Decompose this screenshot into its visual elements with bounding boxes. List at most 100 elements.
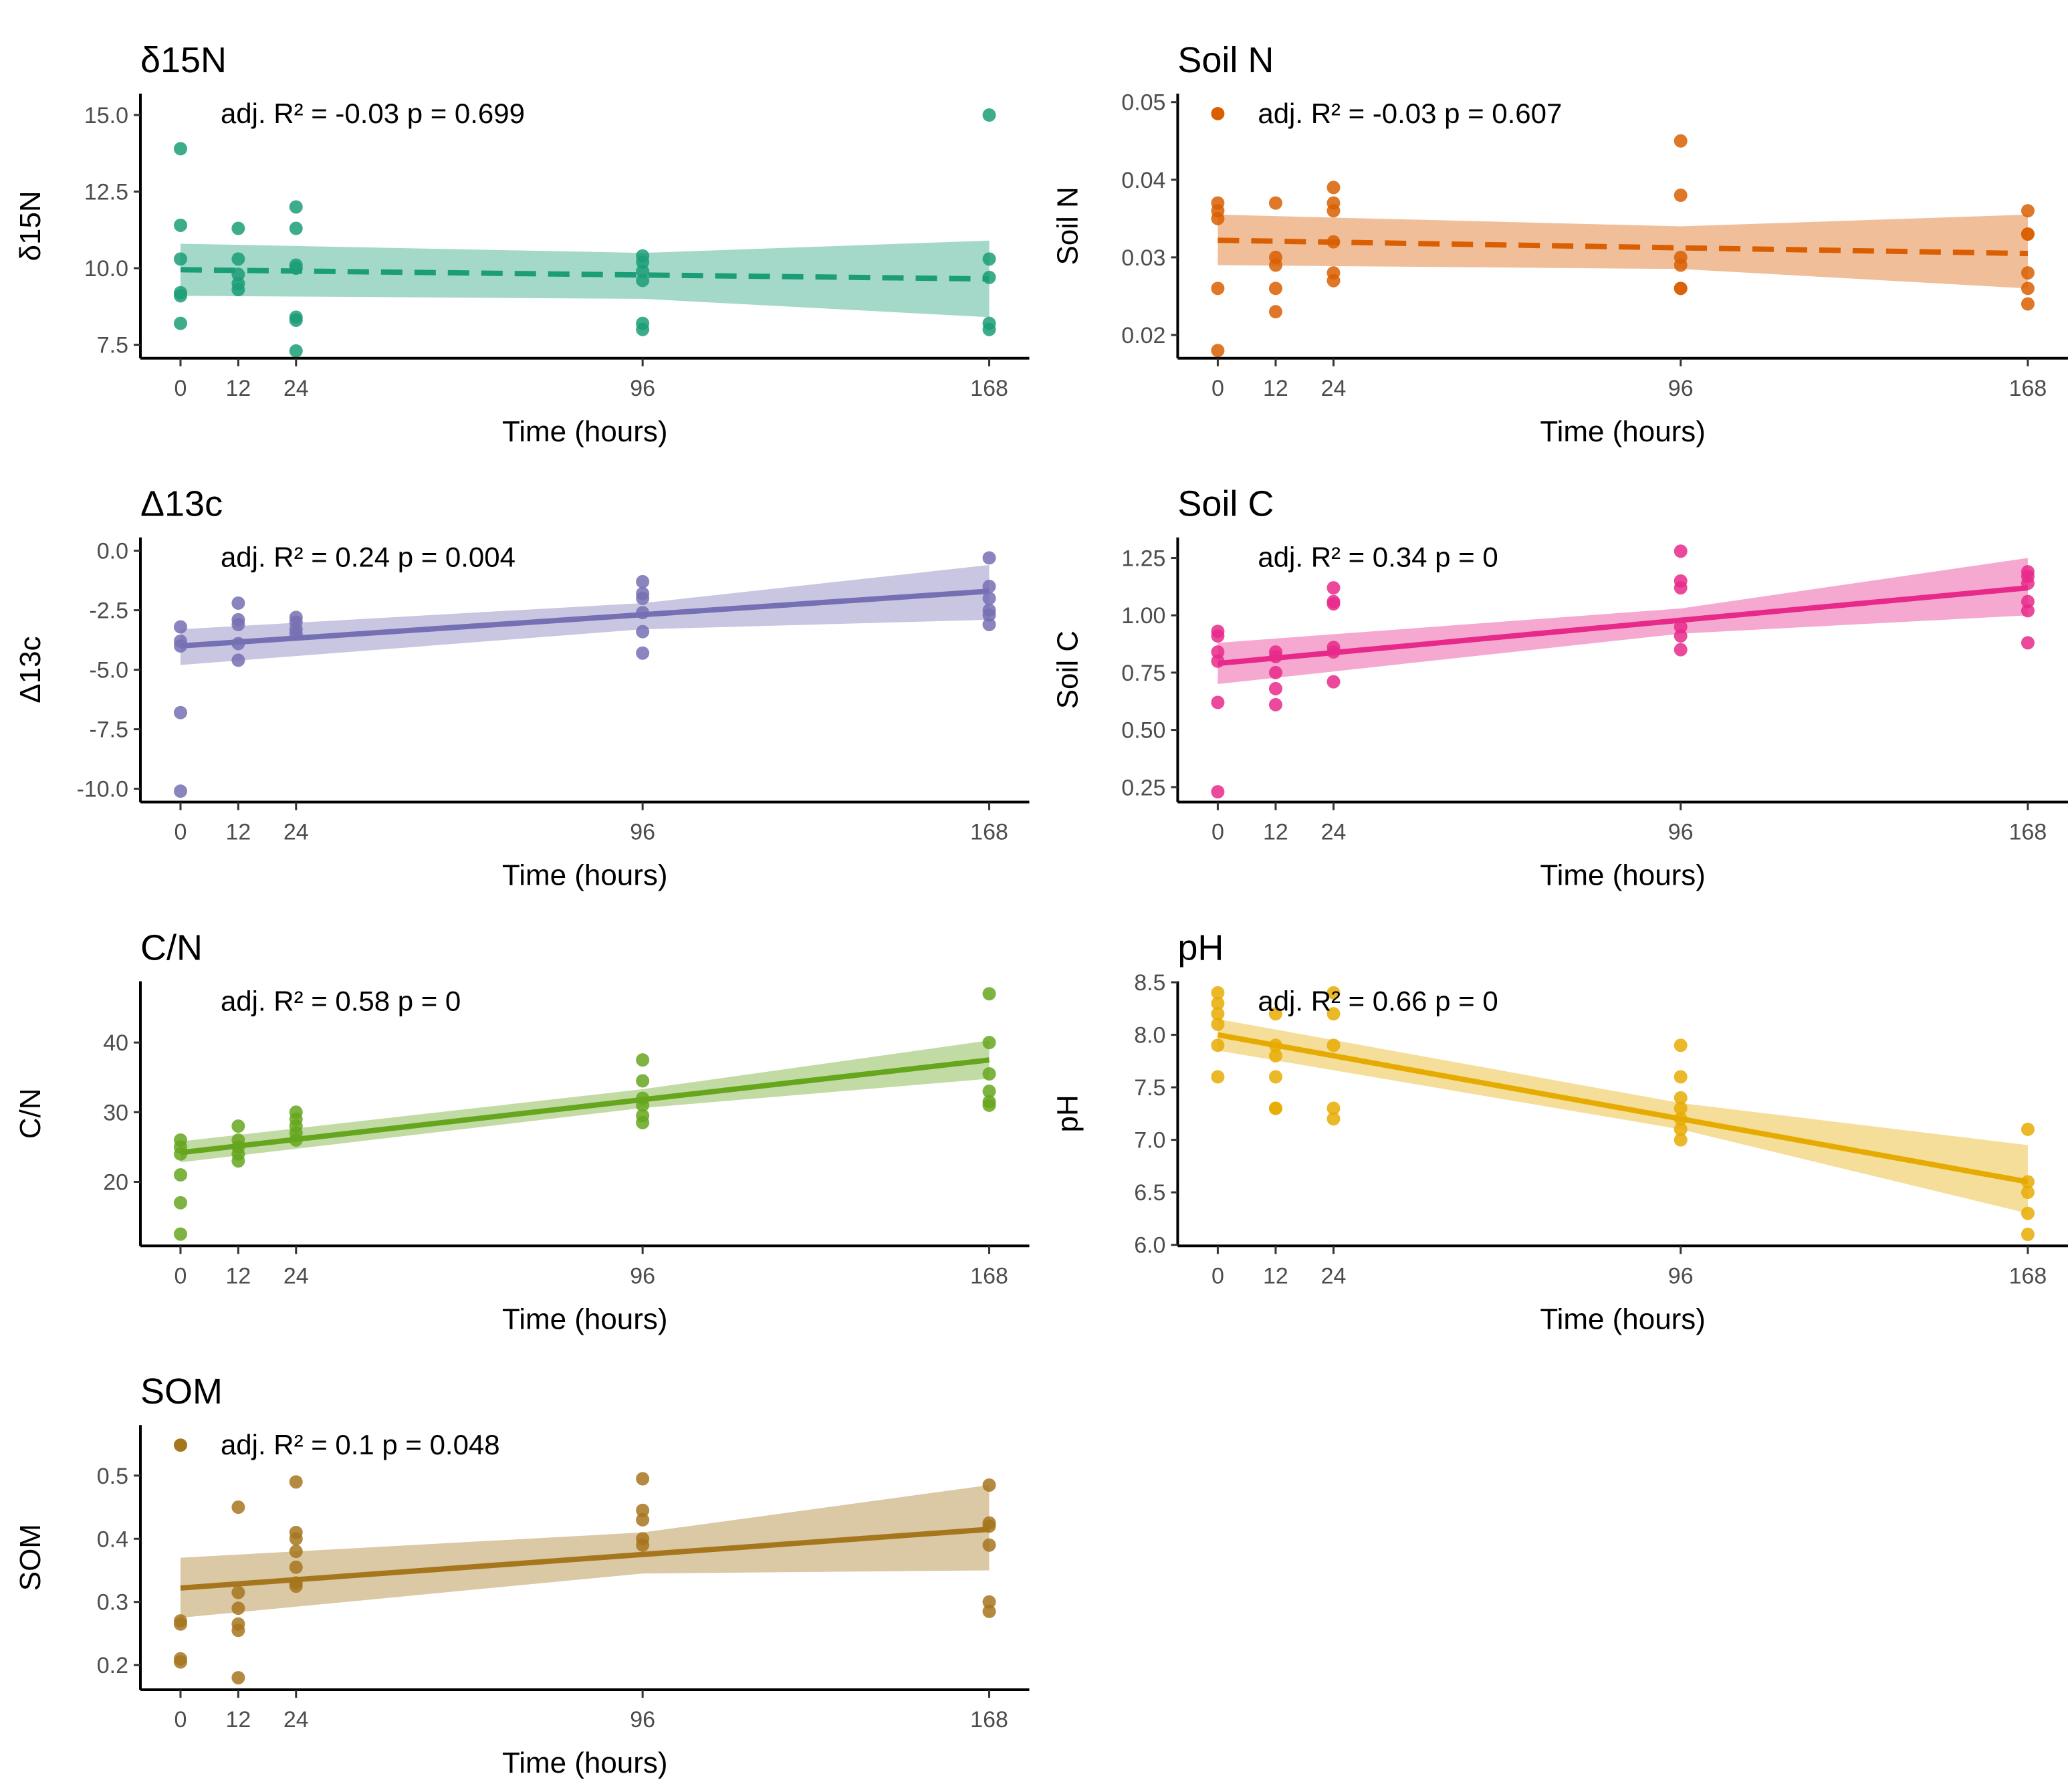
data-point <box>1327 581 1341 595</box>
data-point <box>982 1595 996 1609</box>
data-point <box>2021 1206 2035 1220</box>
data-point <box>1327 181 1341 195</box>
data-point <box>1268 1007 1282 1021</box>
data-point <box>982 1036 996 1050</box>
data-point <box>1268 697 1282 711</box>
data-point <box>231 221 245 235</box>
data-point <box>1327 1101 1341 1115</box>
x-axis-label: Time (hours) <box>1540 415 1706 448</box>
data-point <box>636 1538 650 1552</box>
data-point <box>1674 282 1688 296</box>
regression-annotation: adj. R² = -0.03 p = 0.607 <box>1258 98 1562 129</box>
data-point <box>636 273 650 288</box>
data-point <box>636 1074 650 1088</box>
panel-title: Soil C <box>1177 484 1274 524</box>
regression-annotation: adj. R² = 0.66 p = 0 <box>1258 985 1498 1016</box>
data-point <box>1327 986 1341 1000</box>
data-point <box>1327 1007 1341 1021</box>
y-tick-label: -5.0 <box>89 658 128 683</box>
x-tick-label: 24 <box>1321 1263 1347 1289</box>
data-point <box>231 252 245 266</box>
data-point <box>289 1475 303 1489</box>
x-axis-label: Time (hours) <box>502 1747 668 1779</box>
data-point <box>1674 1133 1688 1147</box>
y-tick-label: 1.00 <box>1121 603 1165 629</box>
regression-line <box>1218 237 2029 257</box>
y-tick-label: 0.3 <box>97 1590 128 1615</box>
data-point <box>231 1154 245 1168</box>
data-point <box>2021 1186 2035 1200</box>
data-point <box>1211 1017 1225 1031</box>
x-tick-label: 12 <box>225 376 251 401</box>
data-point <box>982 608 996 622</box>
x-tick-label: 0 <box>175 1263 187 1289</box>
y-tick-label: 0.25 <box>1121 775 1165 800</box>
panel-title: Δ13c <box>140 484 223 524</box>
data-point <box>982 1067 996 1081</box>
y-tick-label: 0.03 <box>1121 245 1165 271</box>
y-tick-label: 8.5 <box>1134 970 1165 996</box>
x-tick-label: 24 <box>283 1263 309 1289</box>
data-point <box>1268 305 1282 319</box>
data-point <box>231 617 245 631</box>
data-point <box>1211 986 1225 1000</box>
x-tick-label: 24 <box>283 820 309 845</box>
x-tick-label: 0 <box>1212 820 1224 845</box>
y-tick-label: -7.5 <box>89 717 128 743</box>
panel-0: 15.0 12.5 10.0 7.5 0 12 24 96 168 δ15N Time (hours… <box>14 40 1030 448</box>
panel-4: 40 30 20 0 12 24 96 168 C/N Time (hours) C/N adj. R… <box>14 927 1030 1335</box>
x-tick-label: 0 <box>1212 1263 1224 1289</box>
legend-key-dot <box>173 1438 187 1452</box>
data-point <box>173 1655 187 1669</box>
regression-line <box>180 267 990 282</box>
data-point <box>1327 1112 1341 1126</box>
data-point <box>1327 1038 1341 1052</box>
data-point <box>636 264 650 278</box>
x-tick-label: 96 <box>630 1263 655 1289</box>
data-point <box>173 289 187 303</box>
data-point <box>982 1604 996 1618</box>
data-point <box>1268 258 1282 272</box>
y-axis-label: δ15N <box>14 191 47 261</box>
data-point <box>2021 297 2035 311</box>
data-point <box>1211 996 1225 1010</box>
x-axis-label: Time (hours) <box>502 1303 668 1335</box>
data-point <box>982 551 996 565</box>
data-point <box>289 1579 303 1593</box>
x-tick-label: 96 <box>630 376 655 401</box>
data-point <box>289 313 303 327</box>
data-point <box>173 705 187 719</box>
data-point <box>982 1478 996 1492</box>
data-point <box>982 1098 996 1112</box>
y-tick-label: 0.02 <box>1121 323 1165 348</box>
panel-title: SOM <box>140 1371 223 1412</box>
panel-title: pH <box>1177 927 1224 968</box>
data-point <box>1327 597 1341 611</box>
y-tick-label: 8.0 <box>1134 1023 1165 1048</box>
regression-annotation: adj. R² = 0.1 p = 0.048 <box>221 1429 500 1460</box>
data-point <box>2021 636 2035 650</box>
y-tick-label: 1.25 <box>1121 546 1165 572</box>
y-tick-label: 0.50 <box>1121 718 1165 744</box>
confidence-band <box>1218 1019 2028 1214</box>
data-point <box>636 1115 650 1129</box>
data-point <box>1674 1070 1688 1084</box>
y-tick-label: 40 <box>103 1030 128 1056</box>
data-point <box>982 591 996 605</box>
data-point <box>1674 544 1688 558</box>
data-point <box>231 283 245 297</box>
x-tick-label: 168 <box>970 1707 1008 1733</box>
data-point <box>636 1503 650 1517</box>
data-point <box>636 255 650 269</box>
data-point <box>173 1196 187 1210</box>
data-point <box>173 620 187 634</box>
y-tick-label: 30 <box>103 1100 128 1125</box>
regression-annotation: adj. R² = 0.58 p = 0 <box>221 985 461 1016</box>
data-point <box>1211 629 1225 643</box>
y-tick-label: 0.4 <box>97 1527 128 1552</box>
panel-title: δ15N <box>140 40 227 80</box>
confidence-band <box>180 240 990 318</box>
data-point <box>1674 581 1688 595</box>
panel-6: 0.5 0.4 0.3 0.2 0 12 24 96 168 SOM Time (hours) SOM… <box>14 1371 1030 1779</box>
